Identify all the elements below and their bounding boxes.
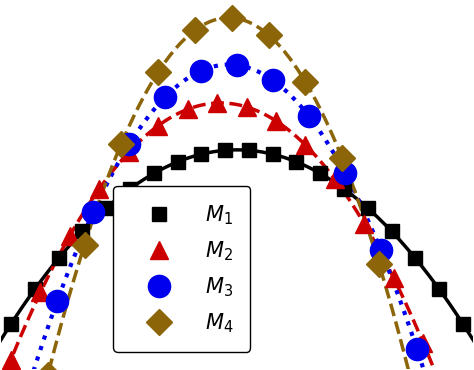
$M_2$	[97, 186, 102, 191]
$M_2$	[362, 222, 367, 226]
$M_4$	[118, 141, 124, 146]
$M_1$	[80, 229, 85, 233]
$M_1$	[103, 206, 109, 211]
$M_2$	[273, 119, 279, 123]
$M_2$	[126, 150, 132, 154]
$M_3$	[198, 68, 204, 73]
$M_1$	[151, 171, 156, 176]
$M_4$	[303, 80, 309, 84]
Line: $M_4$: $M_4$	[2, 9, 462, 370]
$M_3$	[55, 299, 60, 303]
Line: $M_1$: $M_1$	[4, 144, 470, 331]
$M_1$	[270, 152, 275, 157]
$M_4$	[192, 28, 198, 33]
$M_4$	[82, 242, 87, 247]
$M_1$	[32, 287, 37, 292]
$M_1$	[56, 256, 62, 260]
$M_1$	[246, 148, 252, 152]
$M_1$	[460, 322, 466, 326]
$M_1$	[437, 287, 442, 292]
$M_3$	[414, 346, 419, 351]
$M_2$	[155, 124, 161, 128]
$M_1$	[293, 160, 299, 164]
Legend: $M_1$, $M_2$, $M_3$, $M_4$: $M_1$, $M_2$, $M_3$, $M_4$	[113, 186, 250, 352]
$M_4$	[229, 16, 235, 20]
$M_4$	[339, 156, 345, 161]
$M_3$	[234, 63, 240, 67]
Line: $M_2$: $M_2$	[2, 94, 462, 370]
$M_2$	[67, 233, 73, 238]
$M_4$	[155, 70, 161, 74]
$M_1$	[318, 171, 323, 176]
$M_1$	[341, 187, 347, 191]
$M_3$	[162, 95, 168, 100]
$M_1$	[175, 160, 181, 164]
$M_3$	[342, 171, 348, 175]
$M_2$	[391, 276, 397, 280]
$M_1$	[412, 256, 418, 260]
$M_2$	[244, 105, 249, 109]
$M_1$	[365, 206, 371, 211]
$M_4$	[376, 262, 382, 267]
$M_1$	[199, 152, 204, 157]
$M_2$	[185, 107, 191, 111]
Line: $M_3$: $M_3$	[10, 54, 464, 370]
$M_2$	[37, 290, 43, 295]
$M_3$	[378, 248, 383, 253]
$M_3$	[270, 78, 276, 83]
$M_1$	[222, 148, 228, 152]
$M_2$	[332, 177, 338, 182]
$M_1$	[8, 322, 14, 326]
$M_2$	[214, 101, 220, 105]
$M_2$	[303, 143, 309, 147]
$M_2$	[420, 341, 426, 345]
$M_3$	[306, 114, 312, 118]
$M_1$	[127, 187, 133, 191]
$M_3$	[126, 142, 132, 147]
$M_4$	[266, 33, 272, 37]
$M_2$	[8, 357, 14, 362]
$M_3$	[91, 210, 96, 215]
$M_1$	[389, 229, 394, 233]
